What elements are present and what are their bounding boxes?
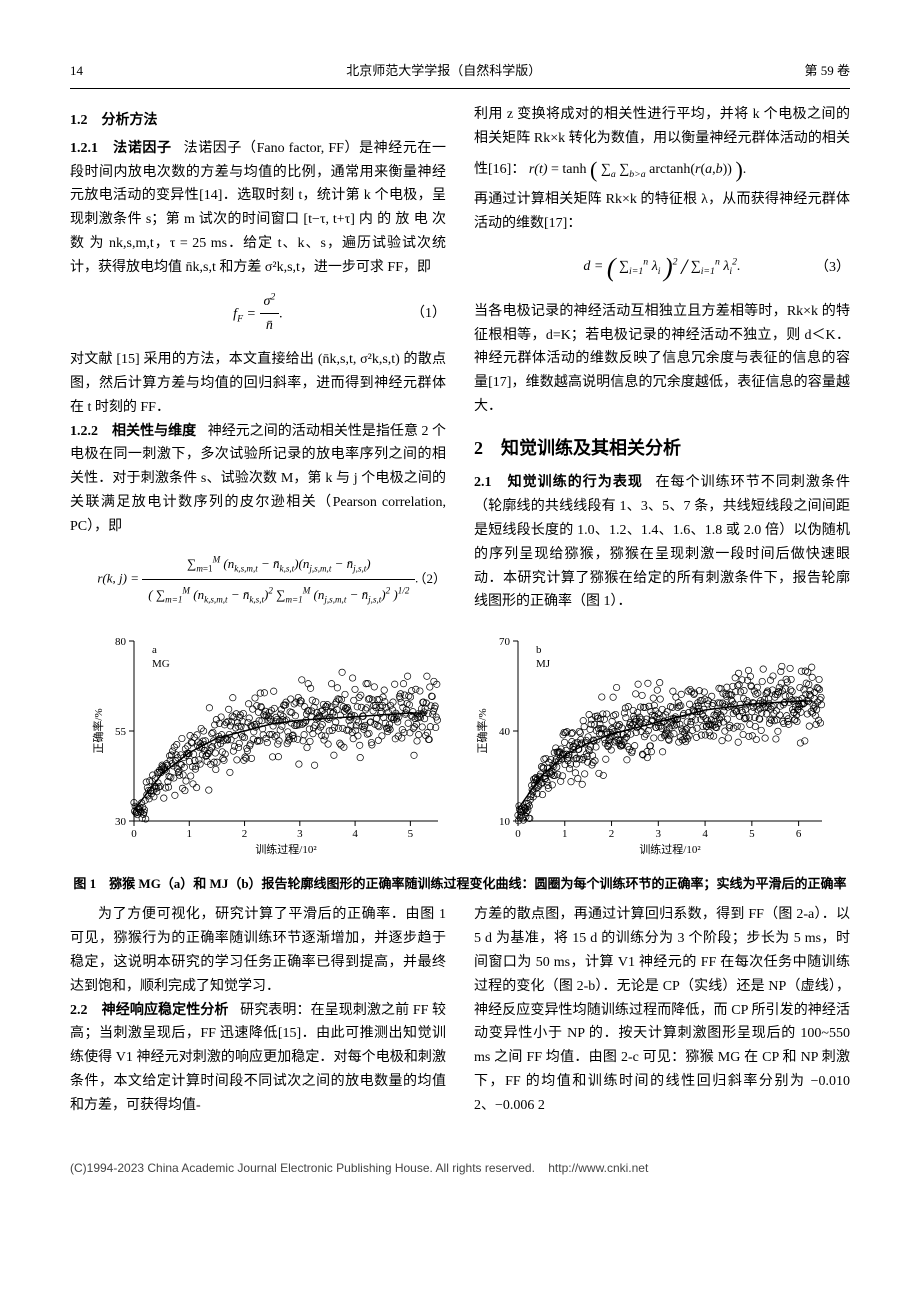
section-1-2-title: 1.2 分析方法 [70, 109, 446, 133]
figure-1: 0 1 2 3 4 5 30 55 80 训练过程/10² 正确率/% a MG 0 1 2 3 4 5 6 10 40… [70, 629, 850, 893]
heading-1-2-1: 1.2.1 法诺因子 [70, 141, 172, 156]
para-eig-intro: 再通过计算相关矩阵 Rk×k 的特征根 λ，从而获得神经元群体活动的维数[17]… [474, 188, 850, 236]
svg-text:3: 3 [656, 828, 662, 840]
svg-text:1: 1 [187, 828, 193, 840]
footer-link[interactable]: http://www.cnki.net [548, 1161, 648, 1175]
svg-text:4: 4 [352, 828, 358, 840]
svg-text:6: 6 [796, 828, 802, 840]
svg-text:40: 40 [499, 726, 511, 738]
chart-mj: 0 1 2 3 4 5 6 10 40 70 训练过程/10² 正确率/% b MJ [472, 629, 832, 859]
svg-text:80: 80 [115, 636, 127, 648]
para-rt-intro: 利用 z 变换将成对的相关性进行平均，并将 k 个电极之间的相关矩阵 Rk×k … [474, 103, 850, 188]
figure-1-caption: 图 1 猕猴 MG（a）和 MJ（b）报告轮廓线图形的正确率随训练过程变化曲线：… [70, 874, 850, 894]
figure-1-panel-a: 0 1 2 3 4 5 30 55 80 训练过程/10² 正确率/% a MG [88, 629, 448, 868]
para-2-2-right: 方差的散点图，再通过计算回归系数，得到 FF（图 2-a）．以 5 d 为基准，… [474, 903, 850, 1117]
svg-text:2: 2 [242, 828, 248, 840]
svg-text:0: 0 [515, 828, 521, 840]
svg-text:70: 70 [499, 636, 511, 648]
svg-text:30: 30 [115, 816, 127, 828]
heading-2-1: 2.1 知觉训练的行为表现 [474, 475, 643, 490]
chart-mg: 0 1 2 3 4 5 30 55 80 训练过程/10² 正确率/% a MG [88, 629, 448, 859]
svg-text:55: 55 [115, 726, 127, 738]
equation-2-number: （2） [413, 568, 446, 590]
svg-text:训练过程/10²: 训练过程/10² [639, 842, 701, 856]
para-1-2-1: 1.2.1 法诺因子 法诺因子（Fano factor, FF）是神经元在一段时… [70, 137, 446, 280]
svg-text:MJ: MJ [536, 658, 551, 670]
para-1-2-1-body: 法诺因子（Fano factor, FF）是神经元在一段时间内放电次数的方差与均… [70, 141, 446, 275]
svg-text:正确率/%: 正确率/% [91, 708, 105, 753]
para-1-2-2: 1.2.2 相关性与维度 神经元之间的活动相关性是指任意 2 个电极在同一刺激下… [70, 420, 446, 539]
svg-text:4: 4 [702, 828, 708, 840]
svg-text:5: 5 [408, 828, 414, 840]
body-columns-lower: 为了方便可视化，研究计算了平滑后的正确率．由图 1 可见，猕猴行为的正确率随训练… [70, 903, 850, 1117]
svg-text:10: 10 [499, 816, 511, 828]
para-1-2-1-after: 对文献 [15] 采用的方法，本文直接给出 (n̄k,s,t, σ²k,s,t)… [70, 348, 446, 419]
footer-copyright: (C)1994-2023 China Academic Journal Elec… [70, 1161, 535, 1175]
equation-2: r(k, j) = ∑m=1M (nk,s,m,t − n̄k,s,t)(nj,… [70, 549, 446, 610]
para-2-1: 2.1 知觉训练的行为表现 在每个训练环节不同刺激条件（轮廓线的共线线段有 1、… [474, 471, 850, 614]
svg-text:2: 2 [609, 828, 615, 840]
body-columns-upper: 1.2 分析方法 1.2.1 法诺因子 法诺因子（Fano factor, FF… [70, 103, 850, 617]
equation-1: fF = σ2n̄. （1） [70, 290, 446, 339]
volume-label: 第 59 卷 [804, 60, 850, 82]
svg-text:训练过程/10²: 训练过程/10² [255, 842, 317, 856]
para-after-fig: 为了方便可视化，研究计算了平滑后的正确率．由图 1 可见，猕猴行为的正确率随训练… [70, 903, 446, 998]
svg-text:b: b [536, 644, 542, 656]
heading-1-2-2: 1.2.2 相关性与维度 [70, 424, 196, 439]
equation-1-number: （1） [411, 302, 446, 326]
equation-3-number: （3） [815, 256, 850, 280]
page-header: 14 北京师范大学学报（自然科学版） 第 59 卷 [70, 60, 850, 89]
para-1-2-2-body1: 神经元之间的活动相关性是指任意 2 个电极在同一刺激下，多次试验所记录的放电率序… [70, 424, 446, 534]
figure-1-panel-b: 0 1 2 3 4 5 6 10 40 70 训练过程/10² 正确率/% b MJ [472, 629, 832, 868]
heading-2-2: 2.2 神经响应稳定性分析 [70, 1003, 229, 1018]
page-number: 14 [70, 60, 83, 82]
para-1-2-2-body3: 当各电极记录的神经活动互相独立且方差相等时，Rk×k 的特征根相等，d=K；若电… [474, 300, 850, 419]
svg-text:0: 0 [131, 828, 137, 840]
svg-text:正确率/%: 正确率/% [475, 708, 489, 753]
svg-text:1: 1 [562, 828, 568, 840]
equation-3: d = ( ∑i=1n λi )2 / ∑i=1n λi2. （3） [474, 246, 850, 290]
section-2-title: 2 知觉训练及其相关分析 [474, 433, 850, 464]
journal-title: 北京师范大学学报（自然科学版） [346, 60, 541, 82]
svg-text:MG: MG [152, 658, 170, 670]
svg-text:3: 3 [297, 828, 303, 840]
para-2-1-body: 在每个训练环节不同刺激条件（轮廓线的共线线段有 1、3、5、7 条，共线短线段之… [474, 475, 850, 609]
page-footer: (C)1994-2023 China Academic Journal Elec… [70, 1158, 850, 1178]
svg-text:5: 5 [749, 828, 755, 840]
para-2-2-left: 2.2 神经响应稳定性分析 研究表明：在呈现刺激之前 FF 较高；当刺激呈现后，… [70, 999, 446, 1118]
svg-text:a: a [152, 644, 157, 656]
